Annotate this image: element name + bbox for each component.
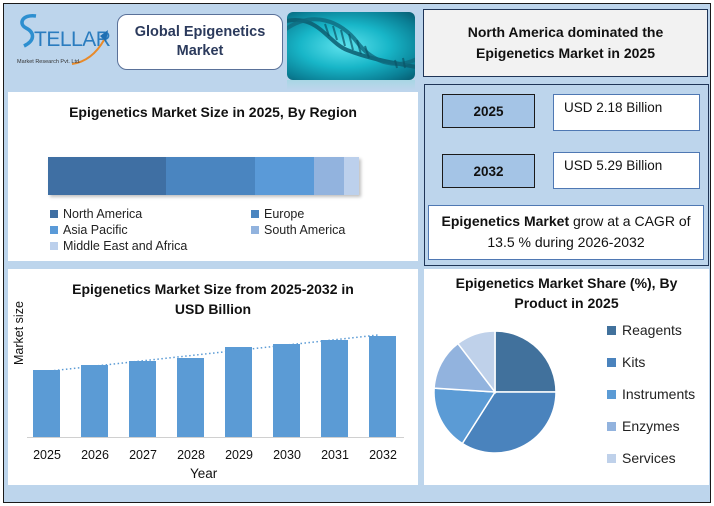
svg-text:TELLAR: TELLAR — [34, 28, 111, 51]
legend-swatch — [607, 421, 616, 431]
value-box-2025: USD 2.18 Billion — [553, 94, 700, 131]
pie-slice-reagents — [494, 330, 557, 393]
legend-swatch — [607, 325, 616, 335]
bar-segment-asia-pacific — [255, 157, 314, 195]
bar-2029 — [225, 347, 252, 437]
svg-text:Market Research Pvt. Ltd.: Market Research Pvt. Ltd. — [17, 59, 81, 65]
pie-slice-services — [456, 330, 496, 395]
legend-item: Enzymes — [607, 418, 680, 434]
x-tick-label: 2030 — [273, 448, 301, 462]
trendline — [49, 334, 379, 372]
bar-segment-north-america — [48, 157, 166, 195]
market-size-chart-panel: Epigenetics Market Size from 2025-2032 i… — [8, 269, 418, 485]
product-share-title: Epigenetics Market Share (%), By Product… — [455, 275, 678, 311]
legend-item: Reagents — [607, 322, 682, 338]
x-tick-label: 2027 — [129, 448, 157, 462]
legend-item: Asia Pacific — [50, 223, 128, 237]
x-axis-line — [27, 437, 404, 438]
legend-swatch — [50, 210, 58, 218]
legend-swatch — [607, 357, 616, 367]
bar-segment-europe — [166, 157, 255, 195]
x-tick-label: 2025 — [33, 448, 61, 462]
legend-item: Instruments — [607, 386, 695, 402]
year-box-2025: 2025 — [442, 94, 535, 128]
bar-segment-middle-east-africa — [344, 157, 359, 195]
x-tick-label: 2031 — [321, 448, 349, 462]
pie-slice-enzymes — [433, 342, 497, 393]
legend-swatch — [251, 210, 259, 218]
legend-item: Europe — [251, 207, 304, 221]
legend-swatch — [50, 242, 58, 250]
legend-item: Middle East and Africa — [50, 239, 187, 253]
bar-2027 — [129, 361, 156, 437]
bar-2028 — [177, 358, 204, 437]
logo-icon: TELLAR Market Research Pvt. Ltd. — [17, 14, 111, 65]
x-axis-label: Year — [190, 466, 218, 481]
year-box-2032: 2032 — [442, 154, 535, 188]
x-tick-label: 2032 — [369, 448, 397, 462]
cagr-bold-text: Epigenetics Market — [441, 213, 570, 229]
pie-slice-instruments — [433, 387, 497, 445]
region-stacked-bar — [48, 157, 359, 195]
cagr-text: grow at a CAGR of 13.5 % during 2026-203… — [487, 213, 691, 250]
legend-swatch — [251, 226, 259, 234]
legend-item: North America — [50, 207, 142, 221]
x-tick-label: 2028 — [177, 448, 205, 462]
bar-segment-south-america — [314, 157, 344, 195]
legend-item: South America — [251, 223, 345, 237]
legend-item: Services — [607, 450, 676, 466]
headline-box: North America dominated the Epigenetics … — [423, 9, 708, 77]
legend-swatch — [50, 226, 58, 234]
market-size-chart-title: Epigenetics Market Size from 2025-2032 i… — [72, 281, 354, 317]
product-pie-chart — [433, 330, 557, 454]
dna-helix-image — [287, 12, 415, 80]
bar-2026 — [81, 365, 108, 437]
cagr-box: Epigenetics Market grow at a CAGR of 13.… — [428, 205, 704, 260]
page-title: Global Epigenetics Market — [117, 14, 283, 70]
bar-2030 — [273, 344, 300, 437]
bar-2031 — [321, 340, 348, 437]
bar-2025 — [33, 370, 60, 437]
legend-swatch — [607, 389, 616, 399]
legend-item: Kits — [607, 354, 645, 370]
x-tick-label: 2029 — [225, 448, 253, 462]
bar-2032 — [369, 336, 396, 437]
value-box-2032: USD 5.29 Billion — [553, 152, 700, 189]
x-tick-label: 2026 — [81, 448, 109, 462]
dna-icon — [287, 17, 415, 69]
image-reflection — [287, 80, 415, 90]
region-chart-title: Epigenetics Market Size in 2025, By Regi… — [69, 104, 357, 120]
stellar-logo: TELLAR Market Research Pvt. Ltd. — [14, 10, 112, 72]
legend-swatch — [607, 453, 616, 463]
